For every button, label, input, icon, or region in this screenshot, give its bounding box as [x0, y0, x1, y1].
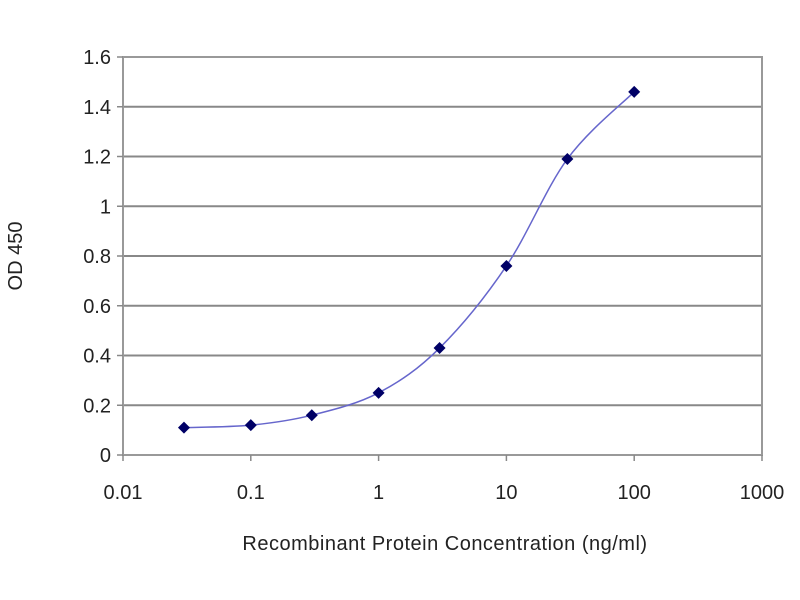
y-tick-label: 0.2 [83, 395, 111, 417]
y-tick-label: 1.2 [83, 147, 111, 169]
series-line [183, 91, 635, 429]
x-axis-label: Recombinant Protein Concentration (ng/ml… [242, 533, 647, 555]
data-point [305, 409, 318, 422]
y-tick-label: 0.4 [83, 346, 111, 368]
x-tick-label: 0.1 [237, 482, 265, 504]
x-axis-ticks: 0.01 0.1 1 10 100 1000 [104, 455, 785, 504]
y-tick-label: 1.4 [83, 97, 111, 119]
y-tick-label: 1.6 [83, 47, 111, 69]
gridlines [123, 105, 762, 407]
data-point [500, 259, 513, 272]
y-tick-label: 0.6 [83, 296, 111, 318]
x-tick-label: 0.01 [104, 482, 143, 504]
series-points [177, 85, 641, 434]
y-axis-label: OD 450 [5, 222, 27, 291]
data-point [433, 342, 446, 355]
data-point [561, 152, 574, 165]
x-tick-label: 1000 [740, 482, 785, 504]
y-axis-ticks: 0 0.2 0.4 0.6 0.8 1 1.2 1.4 1.6 [83, 47, 123, 467]
x-tick-label: 1 [373, 482, 384, 504]
y-tick-label: 0 [100, 445, 111, 467]
data-point [372, 386, 385, 399]
x-tick-label: 10 [495, 482, 517, 504]
data-point [177, 421, 190, 434]
y-tick-label: 0.8 [83, 246, 111, 268]
x-tick-label: 100 [618, 482, 651, 504]
y-tick-label: 1 [100, 196, 111, 218]
data-point [628, 85, 641, 98]
data-point [244, 419, 257, 432]
